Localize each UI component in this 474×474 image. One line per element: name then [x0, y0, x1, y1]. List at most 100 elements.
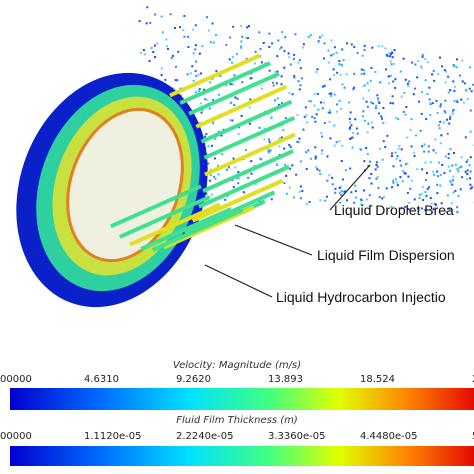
- particle: [313, 104, 316, 107]
- particle: [394, 86, 397, 89]
- particle: [339, 73, 342, 76]
- particle: [323, 84, 326, 87]
- particle: [448, 117, 451, 120]
- annotation: Liquid Droplet Brea: [334, 202, 454, 218]
- particle: [288, 186, 291, 189]
- particle: [335, 141, 338, 144]
- particle: [308, 100, 311, 103]
- particle: [336, 110, 339, 113]
- particle: [393, 49, 396, 52]
- particle: [165, 45, 168, 48]
- particle: [439, 142, 442, 145]
- particle: [366, 82, 369, 85]
- particle: [374, 71, 377, 74]
- particle: [351, 146, 354, 149]
- particle: [338, 191, 341, 194]
- particle: [340, 193, 343, 196]
- particle: [365, 100, 368, 103]
- annotation: Liquid Hydrocarbon Injectio: [276, 289, 446, 305]
- particle: [183, 14, 186, 17]
- particle: [407, 208, 410, 211]
- particle: [384, 68, 387, 71]
- particle: [149, 21, 152, 24]
- particle: [284, 117, 287, 120]
- particle: [280, 136, 283, 139]
- particle: [258, 126, 261, 129]
- particle: [288, 167, 291, 170]
- particle: [240, 114, 243, 117]
- particle: [375, 161, 378, 164]
- film-rib: [110, 184, 202, 229]
- film-rib: [195, 84, 288, 129]
- particle: [166, 47, 169, 50]
- particle: [214, 33, 217, 36]
- particle: [250, 77, 253, 80]
- particle: [332, 53, 335, 56]
- particle: [444, 155, 447, 158]
- particle: [207, 162, 210, 165]
- particle: [367, 89, 370, 92]
- particle: [445, 70, 448, 73]
- particle: [172, 54, 175, 57]
- particle: [318, 169, 321, 172]
- particle: [302, 43, 305, 46]
- particle: [391, 56, 394, 59]
- particle: [391, 186, 394, 189]
- particle: [424, 190, 427, 193]
- particle: [331, 176, 334, 179]
- particle: [268, 45, 271, 48]
- particle: [179, 26, 182, 29]
- particle: [311, 115, 314, 118]
- colorbar-title: Velocity: Magnitude (m/s): [173, 360, 301, 371]
- colorbar-tick-label: 9.2620: [176, 374, 211, 385]
- particle: [381, 45, 384, 48]
- particle: [441, 163, 444, 166]
- particle: [276, 163, 279, 166]
- particle: [365, 198, 368, 201]
- particle: [448, 208, 451, 211]
- particle: [356, 132, 359, 135]
- particle: [217, 164, 220, 167]
- particle: [258, 200, 261, 203]
- particle: [409, 128, 412, 131]
- particle: [319, 101, 322, 104]
- particle: [374, 168, 377, 171]
- film-rib: [200, 99, 293, 144]
- particle: [450, 202, 453, 205]
- particle: [339, 185, 342, 188]
- particle: [315, 113, 318, 116]
- particle: [296, 113, 299, 116]
- particle: [391, 95, 394, 98]
- particle: [466, 169, 469, 172]
- particle: [240, 24, 243, 27]
- particle: [281, 30, 284, 33]
- particle: [446, 207, 449, 210]
- particle: [363, 84, 366, 87]
- particle: [305, 203, 308, 206]
- particle: [438, 124, 441, 127]
- particle: [366, 131, 369, 134]
- particle: [449, 181, 452, 184]
- particle: [244, 149, 247, 152]
- particle: [426, 92, 429, 95]
- particle: [446, 194, 449, 197]
- particle: [317, 108, 320, 111]
- particle: [396, 181, 399, 184]
- particle: [333, 74, 336, 77]
- particle: [254, 50, 257, 53]
- particle: [323, 122, 326, 125]
- colorbar-tick-label: 5.56: [472, 431, 474, 442]
- particle: [210, 193, 213, 196]
- particle: [212, 122, 215, 125]
- particle: [449, 180, 452, 183]
- particle: [369, 79, 372, 82]
- particle: [270, 198, 273, 201]
- particle: [298, 137, 301, 140]
- film-rib: [202, 149, 294, 193]
- particle: [384, 47, 387, 50]
- particle: [160, 15, 163, 18]
- particle: [466, 158, 469, 161]
- particle: [361, 54, 364, 57]
- particle: [211, 22, 214, 25]
- particle: [194, 91, 197, 94]
